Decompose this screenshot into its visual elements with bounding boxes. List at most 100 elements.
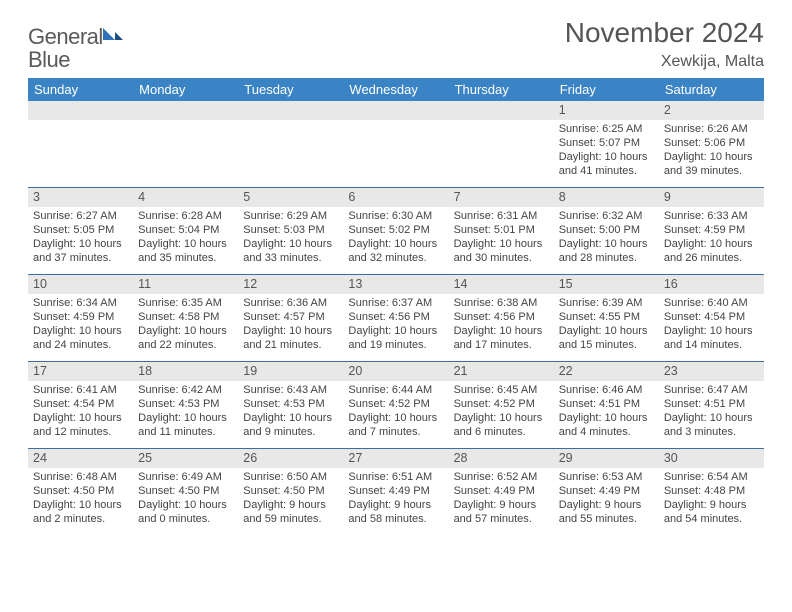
sunrise-line: Sunrise: 6:34 AM — [33, 296, 128, 310]
sunrise-line: Sunrise: 6:26 AM — [664, 122, 759, 136]
day-number: 24 — [28, 449, 133, 468]
day-number: 26 — [238, 449, 343, 468]
day-cell: 9 Sunrise: 6:33 AMSunset: 4:59 PMDaylight… — [659, 188, 764, 275]
daylight-line-2: and 24 minutes. — [33, 338, 128, 352]
sunset-line: Sunset: 5:01 PM — [454, 223, 549, 237]
sunrise-line: Sunrise: 6:54 AM — [664, 470, 759, 484]
sunrise-line: Sunrise: 6:52 AM — [454, 470, 549, 484]
day-cell: 23Sunrise: 6:47 AMSunset: 4:51 PMDayligh… — [659, 362, 764, 449]
brand-text: General Blue — [28, 24, 123, 72]
daylight-line-2: and 54 minutes. — [664, 512, 759, 526]
dayhead-wed: Wednesday — [343, 78, 448, 101]
day-cell: 26Sunrise: 6:50 AMSunset: 4:50 PMDayligh… — [238, 449, 343, 536]
daylight-line-1: Daylight: 10 hours — [33, 498, 128, 512]
day-number: 2 — [659, 101, 764, 120]
sunrise-line: Sunrise: 6:47 AM — [664, 383, 759, 397]
day-details: Sunrise: 6:31 AMSunset: 5:01 PMDaylight:… — [449, 207, 554, 267]
daylight-line-1: Daylight: 10 hours — [664, 150, 759, 164]
daylight-line-2: and 4 minutes. — [559, 425, 654, 439]
sunrise-line: Sunrise: 6:38 AM — [454, 296, 549, 310]
sunrise-line: Sunrise: 6:32 AM — [559, 209, 654, 223]
sunrise-line: Sunrise: 6:40 AM — [664, 296, 759, 310]
daylight-line-2: and 41 minutes. — [559, 164, 654, 178]
day-cell — [238, 101, 343, 188]
daylight-line-2: and 6 minutes. — [454, 425, 549, 439]
day-number: 13 — [343, 275, 448, 294]
sunrise-line: Sunrise: 6:53 AM — [559, 470, 654, 484]
sunset-line: Sunset: 4:52 PM — [348, 397, 443, 411]
daylight-line-1: Daylight: 10 hours — [559, 324, 654, 338]
sunrise-line: Sunrise: 6:37 AM — [348, 296, 443, 310]
day-details: Sunrise: 6:54 AMSunset: 4:48 PMDaylight:… — [659, 468, 764, 528]
day-cell: 11Sunrise: 6:35 AMSunset: 4:58 PMDayligh… — [133, 275, 238, 362]
calendar-grid: Sunday Monday Tuesday Wednesday Thursday… — [28, 78, 764, 535]
week-row: 24Sunrise: 6:48 AMSunset: 4:50 PMDayligh… — [28, 449, 764, 536]
daylight-line-2: and 17 minutes. — [454, 338, 549, 352]
sunset-line: Sunset: 5:03 PM — [243, 223, 338, 237]
day-number: 18 — [133, 362, 238, 381]
sunrise-line: Sunrise: 6:39 AM — [559, 296, 654, 310]
day-cell: 6Sunrise: 6:30 AMSunset: 5:02 PMDaylight… — [343, 188, 448, 275]
day-number: 28 — [449, 449, 554, 468]
sunset-line: Sunset: 4:49 PM — [559, 484, 654, 498]
sunset-line: Sunset: 4:59 PM — [664, 223, 759, 237]
daylight-line-1: Daylight: 10 hours — [348, 324, 443, 338]
daylight-line-2: and 30 minutes. — [454, 251, 549, 265]
day-cell: 29Sunrise: 6:53 AMSunset: 4:49 PMDayligh… — [554, 449, 659, 536]
brand-logo: General Blue — [28, 18, 123, 72]
day-details: Sunrise: 6:44 AMSunset: 4:52 PMDaylight:… — [343, 381, 448, 441]
daylight-line-2: and 14 minutes. — [664, 338, 759, 352]
sunset-line: Sunset: 4:55 PM — [559, 310, 654, 324]
sunrise-line: Sunrise: 6:33 AM — [664, 209, 759, 223]
sunset-line: Sunset: 4:56 PM — [454, 310, 549, 324]
day-details: Sunrise: 6:35 AMSunset: 4:58 PMDaylight:… — [133, 294, 238, 354]
daylight-line-1: Daylight: 10 hours — [664, 411, 759, 425]
daylight-line-2: and 11 minutes. — [138, 425, 233, 439]
brand-word1: General — [28, 24, 103, 49]
day-number: 19 — [238, 362, 343, 381]
day-number: 20 — [343, 362, 448, 381]
day-cell: 14Sunrise: 6:38 AMSunset: 4:56 PMDayligh… — [449, 275, 554, 362]
brand-word2: Blue — [28, 47, 70, 72]
daylight-line-2: and 26 minutes. — [664, 251, 759, 265]
day-number: 29 — [554, 449, 659, 468]
day-details: Sunrise: 6:29 AMSunset: 5:03 PMDaylight:… — [238, 207, 343, 267]
day-cell: 20Sunrise: 6:44 AMSunset: 4:52 PMDayligh… — [343, 362, 448, 449]
day-number: 6 — [343, 188, 448, 207]
daylight-line-1: Daylight: 10 hours — [138, 237, 233, 251]
daylight-line-1: Daylight: 9 hours — [348, 498, 443, 512]
day-details: Sunrise: 6:53 AMSunset: 4:49 PMDaylight:… — [554, 468, 659, 528]
daylight-line-1: Daylight: 10 hours — [33, 324, 128, 338]
daylight-line-1: Daylight: 9 hours — [664, 498, 759, 512]
day-cell — [449, 101, 554, 188]
month-title: November 2024 — [565, 18, 764, 49]
sunrise-line: Sunrise: 6:51 AM — [348, 470, 443, 484]
sunset-line: Sunset: 4:53 PM — [243, 397, 338, 411]
day-cell: 5Sunrise: 6:29 AMSunset: 5:03 PMDaylight… — [238, 188, 343, 275]
day-cell: 7Sunrise: 6:31 AMSunset: 5:01 PMDaylight… — [449, 188, 554, 275]
day-details: Sunrise: 6:45 AMSunset: 4:52 PMDaylight:… — [449, 381, 554, 441]
daylight-line-2: and 35 minutes. — [138, 251, 233, 265]
daylight-line-2: and 21 minutes. — [243, 338, 338, 352]
daylight-line-1: Daylight: 10 hours — [348, 411, 443, 425]
daylight-line-2: and 37 minutes. — [33, 251, 128, 265]
day-cell: 15Sunrise: 6:39 AMSunset: 4:55 PMDayligh… — [554, 275, 659, 362]
day-number: 9 — [659, 188, 764, 207]
daylight-line-1: Daylight: 10 hours — [664, 237, 759, 251]
daylight-line-1: Daylight: 10 hours — [138, 324, 233, 338]
calendar-page: General Blue November 2024 Xewkija, Malt… — [0, 0, 792, 612]
day-cell: 1Sunrise: 6:25 AMSunset: 5:07 PMDaylight… — [554, 101, 659, 188]
day-cell: 10Sunrise: 6:34 AMSunset: 4:59 PMDayligh… — [28, 275, 133, 362]
sunset-line: Sunset: 4:51 PM — [559, 397, 654, 411]
daylight-line-1: Daylight: 10 hours — [559, 237, 654, 251]
sail-icon — [101, 31, 123, 48]
day-number: 22 — [554, 362, 659, 381]
daylight-line-2: and 57 minutes. — [454, 512, 549, 526]
day-number: 4 — [133, 188, 238, 207]
sunset-line: Sunset: 4:49 PM — [454, 484, 549, 498]
daylight-line-1: Daylight: 10 hours — [138, 411, 233, 425]
day-number: 1 — [554, 101, 659, 120]
sunrise-line: Sunrise: 6:27 AM — [33, 209, 128, 223]
daylight-line-1: Daylight: 10 hours — [454, 411, 549, 425]
dayhead-tue: Tuesday — [238, 78, 343, 101]
